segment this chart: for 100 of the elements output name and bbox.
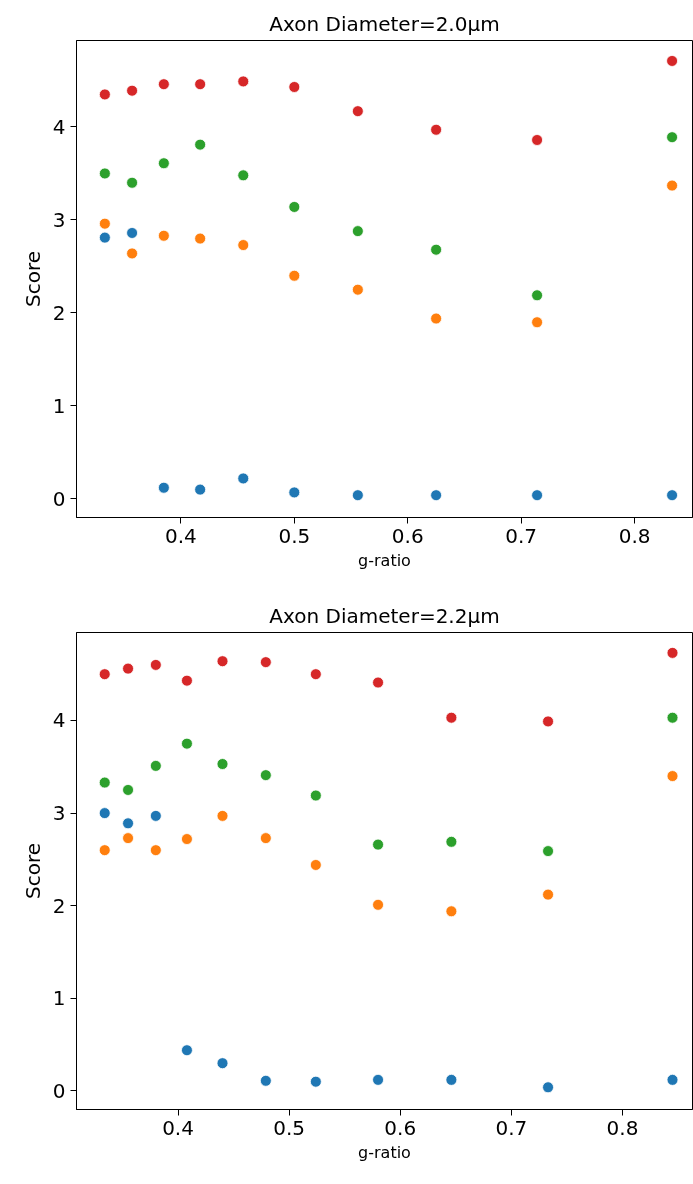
point xyxy=(666,131,678,144)
point xyxy=(157,481,170,494)
point xyxy=(122,832,134,845)
point xyxy=(122,662,134,675)
point xyxy=(430,312,443,325)
point xyxy=(259,832,272,845)
point xyxy=(288,201,301,213)
point xyxy=(237,75,250,88)
point xyxy=(216,1057,229,1070)
x-tick-label: 0.8 xyxy=(618,523,651,548)
point xyxy=(542,715,554,728)
point xyxy=(666,646,679,659)
x-tick-label: 0.5 xyxy=(273,1115,306,1140)
point xyxy=(194,78,207,91)
point xyxy=(157,78,170,91)
point xyxy=(430,243,443,256)
point xyxy=(309,859,322,871)
x-tick-label: 0.7 xyxy=(505,523,538,548)
point xyxy=(181,1044,193,1057)
chart-title: Axon Diameter=2.0μm xyxy=(269,11,500,36)
point xyxy=(309,789,322,802)
point xyxy=(98,88,111,101)
x-axis-title: g-ratio xyxy=(358,550,411,570)
y-tick-label: 2 xyxy=(52,300,66,325)
point xyxy=(445,711,458,724)
y-axis-title: Score xyxy=(20,842,45,900)
point xyxy=(288,81,301,93)
point xyxy=(430,489,443,502)
point xyxy=(259,1074,272,1087)
y-tick-label: 1 xyxy=(52,393,66,418)
point xyxy=(666,179,678,192)
point xyxy=(288,269,301,282)
point xyxy=(181,737,193,750)
x-tick-label: 0.5 xyxy=(278,523,311,548)
x-tick-label: 0.4 xyxy=(162,1115,194,1140)
point xyxy=(216,758,229,770)
point xyxy=(531,316,543,329)
point xyxy=(445,905,458,918)
point xyxy=(126,84,138,97)
x-tick-label: 0.6 xyxy=(384,1115,417,1140)
point xyxy=(194,138,207,151)
y-tick-label: 3 xyxy=(52,801,66,826)
point xyxy=(194,483,207,496)
point xyxy=(531,289,543,302)
point xyxy=(157,229,170,242)
point xyxy=(372,898,384,911)
y-tick-label: 0 xyxy=(52,486,66,511)
point xyxy=(98,776,111,789)
y-tick-label: 4 xyxy=(52,708,66,733)
point xyxy=(430,123,443,136)
point xyxy=(149,659,162,671)
point xyxy=(216,655,229,668)
point xyxy=(98,217,111,230)
y-axis-title: Score xyxy=(20,250,45,308)
point xyxy=(666,1073,679,1086)
x-axis-title: g-ratio xyxy=(358,1142,411,1162)
point xyxy=(531,134,543,146)
point xyxy=(445,1073,458,1086)
point xyxy=(149,810,162,822)
point xyxy=(309,668,322,681)
point xyxy=(351,489,364,502)
point xyxy=(194,232,207,245)
point xyxy=(149,759,162,772)
point xyxy=(237,169,250,182)
point xyxy=(259,656,272,669)
point xyxy=(666,711,679,724)
point xyxy=(157,157,170,170)
y-tick-label: 3 xyxy=(52,207,66,232)
x-tick-label: 0.8 xyxy=(606,1115,639,1140)
point xyxy=(531,489,543,502)
point xyxy=(542,888,554,901)
point xyxy=(149,844,162,857)
y-tick-label: 4 xyxy=(52,114,66,139)
x-tick-label: 0.6 xyxy=(391,523,424,548)
point xyxy=(126,247,138,260)
point xyxy=(309,1075,322,1088)
point xyxy=(372,838,384,851)
point xyxy=(216,810,229,822)
point xyxy=(98,231,111,244)
point xyxy=(98,844,111,857)
point xyxy=(98,668,111,681)
point xyxy=(98,807,111,819)
point xyxy=(666,770,679,782)
point xyxy=(237,239,250,251)
point xyxy=(666,55,678,67)
point xyxy=(126,227,138,239)
x-tick-label: 0.7 xyxy=(495,1115,528,1140)
x-tick-label: 0.4 xyxy=(164,523,197,548)
y-tick-label: 0 xyxy=(52,1078,66,1103)
point xyxy=(372,1073,384,1086)
point xyxy=(181,833,193,845)
point xyxy=(126,176,138,189)
point xyxy=(122,817,134,830)
point xyxy=(351,283,364,296)
y-tick-label: 2 xyxy=(52,893,66,918)
point xyxy=(666,489,678,502)
point xyxy=(351,225,364,237)
point xyxy=(351,105,364,118)
point xyxy=(122,784,134,796)
point xyxy=(259,769,272,782)
